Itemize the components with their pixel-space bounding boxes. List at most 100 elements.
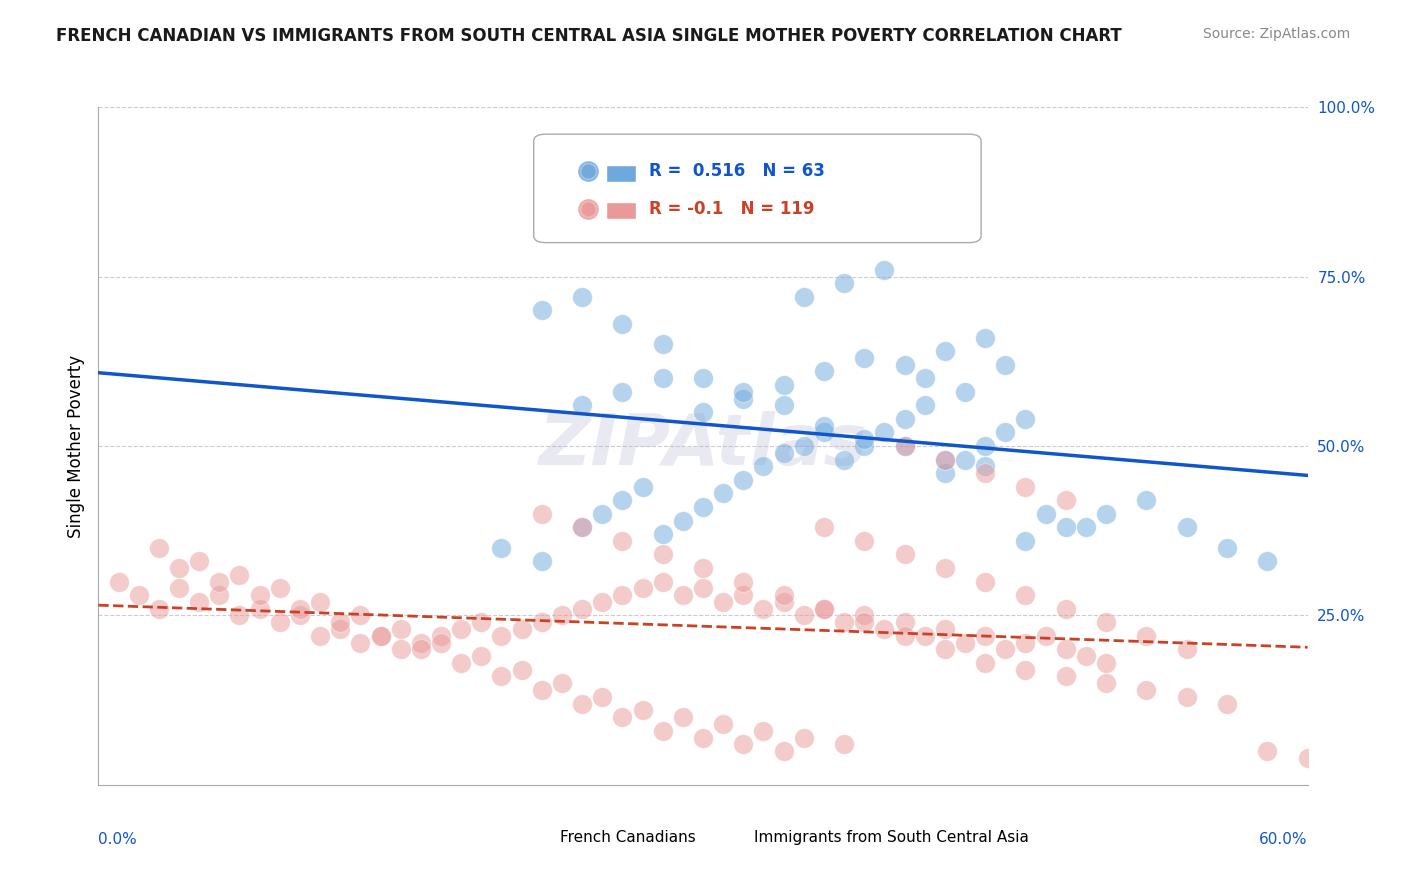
Point xyxy=(389,622,412,636)
Point xyxy=(530,683,553,698)
Point xyxy=(813,364,835,378)
Point xyxy=(651,574,673,589)
Point xyxy=(1014,635,1036,649)
Point xyxy=(430,635,453,649)
Point xyxy=(793,290,815,304)
Point xyxy=(733,384,755,399)
Point xyxy=(1135,629,1157,643)
Point xyxy=(1074,520,1097,534)
Point xyxy=(1054,520,1077,534)
Point xyxy=(813,520,835,534)
FancyBboxPatch shape xyxy=(606,202,637,219)
Text: Immigrants from South Central Asia: Immigrants from South Central Asia xyxy=(754,830,1029,846)
Point xyxy=(107,574,129,589)
Point xyxy=(148,601,170,615)
Point xyxy=(832,452,855,467)
Point xyxy=(1014,663,1036,677)
Point xyxy=(813,418,835,433)
Point xyxy=(914,371,936,385)
Point xyxy=(631,703,654,717)
Point xyxy=(934,344,956,359)
Point xyxy=(813,601,835,615)
Point xyxy=(832,615,855,630)
Point xyxy=(994,425,1017,440)
Point xyxy=(530,554,553,568)
Point xyxy=(893,439,915,453)
Point xyxy=(853,439,876,453)
Point xyxy=(893,548,915,562)
Text: R =  0.516   N = 63: R = 0.516 N = 63 xyxy=(648,162,824,180)
Point xyxy=(813,425,835,440)
FancyBboxPatch shape xyxy=(534,134,981,243)
Point xyxy=(1014,480,1036,494)
Point xyxy=(1135,493,1157,508)
Point xyxy=(1175,520,1198,534)
Point xyxy=(470,649,492,664)
Point xyxy=(430,629,453,643)
Point xyxy=(510,663,533,677)
Point xyxy=(571,290,593,304)
Point xyxy=(772,595,794,609)
Point xyxy=(934,561,956,575)
Point xyxy=(711,717,734,731)
Point xyxy=(692,561,714,575)
Point xyxy=(571,520,593,534)
Point xyxy=(612,533,634,548)
Point xyxy=(934,622,956,636)
Point xyxy=(349,608,371,623)
Point xyxy=(893,629,915,643)
Point xyxy=(1014,588,1036,602)
Point xyxy=(853,533,876,548)
Point xyxy=(167,561,190,575)
Point xyxy=(530,507,553,521)
Point xyxy=(309,629,332,643)
Point xyxy=(793,731,815,745)
Point xyxy=(934,466,956,480)
Point xyxy=(1054,669,1077,683)
Point xyxy=(1135,683,1157,698)
Point xyxy=(370,629,392,643)
Text: FRENCH CANADIAN VS IMMIGRANTS FROM SOUTH CENTRAL ASIA SINGLE MOTHER POVERTY CORR: FRENCH CANADIAN VS IMMIGRANTS FROM SOUTH… xyxy=(56,27,1122,45)
Point xyxy=(711,595,734,609)
Point xyxy=(651,527,673,541)
Point xyxy=(591,690,613,704)
Point xyxy=(832,737,855,751)
Point xyxy=(370,629,392,643)
Point xyxy=(1216,697,1239,711)
Point xyxy=(491,629,513,643)
Point xyxy=(974,629,997,643)
Point xyxy=(1256,554,1278,568)
Point xyxy=(772,398,794,412)
Point xyxy=(733,392,755,406)
Point xyxy=(530,615,553,630)
Point xyxy=(793,439,815,453)
Point xyxy=(1035,507,1057,521)
Point xyxy=(491,541,513,555)
Point xyxy=(1175,690,1198,704)
Point xyxy=(591,595,613,609)
Point xyxy=(733,588,755,602)
Point xyxy=(813,601,835,615)
Point xyxy=(631,582,654,596)
Point xyxy=(1095,676,1118,690)
Point xyxy=(349,635,371,649)
Text: French Canadians: French Canadians xyxy=(561,830,696,846)
FancyBboxPatch shape xyxy=(522,829,551,846)
Point xyxy=(752,723,775,738)
Point xyxy=(974,439,997,453)
Point xyxy=(772,446,794,460)
Point xyxy=(934,642,956,657)
Point xyxy=(551,608,574,623)
Point xyxy=(974,656,997,670)
Point xyxy=(288,608,311,623)
Point xyxy=(329,615,352,630)
Point xyxy=(591,507,613,521)
Point xyxy=(1074,649,1097,664)
Point xyxy=(733,574,755,589)
Point xyxy=(853,608,876,623)
Text: R = -0.1   N = 119: R = -0.1 N = 119 xyxy=(648,200,814,218)
Point xyxy=(692,500,714,514)
Point xyxy=(1014,533,1036,548)
Point xyxy=(288,601,311,615)
Point xyxy=(389,642,412,657)
